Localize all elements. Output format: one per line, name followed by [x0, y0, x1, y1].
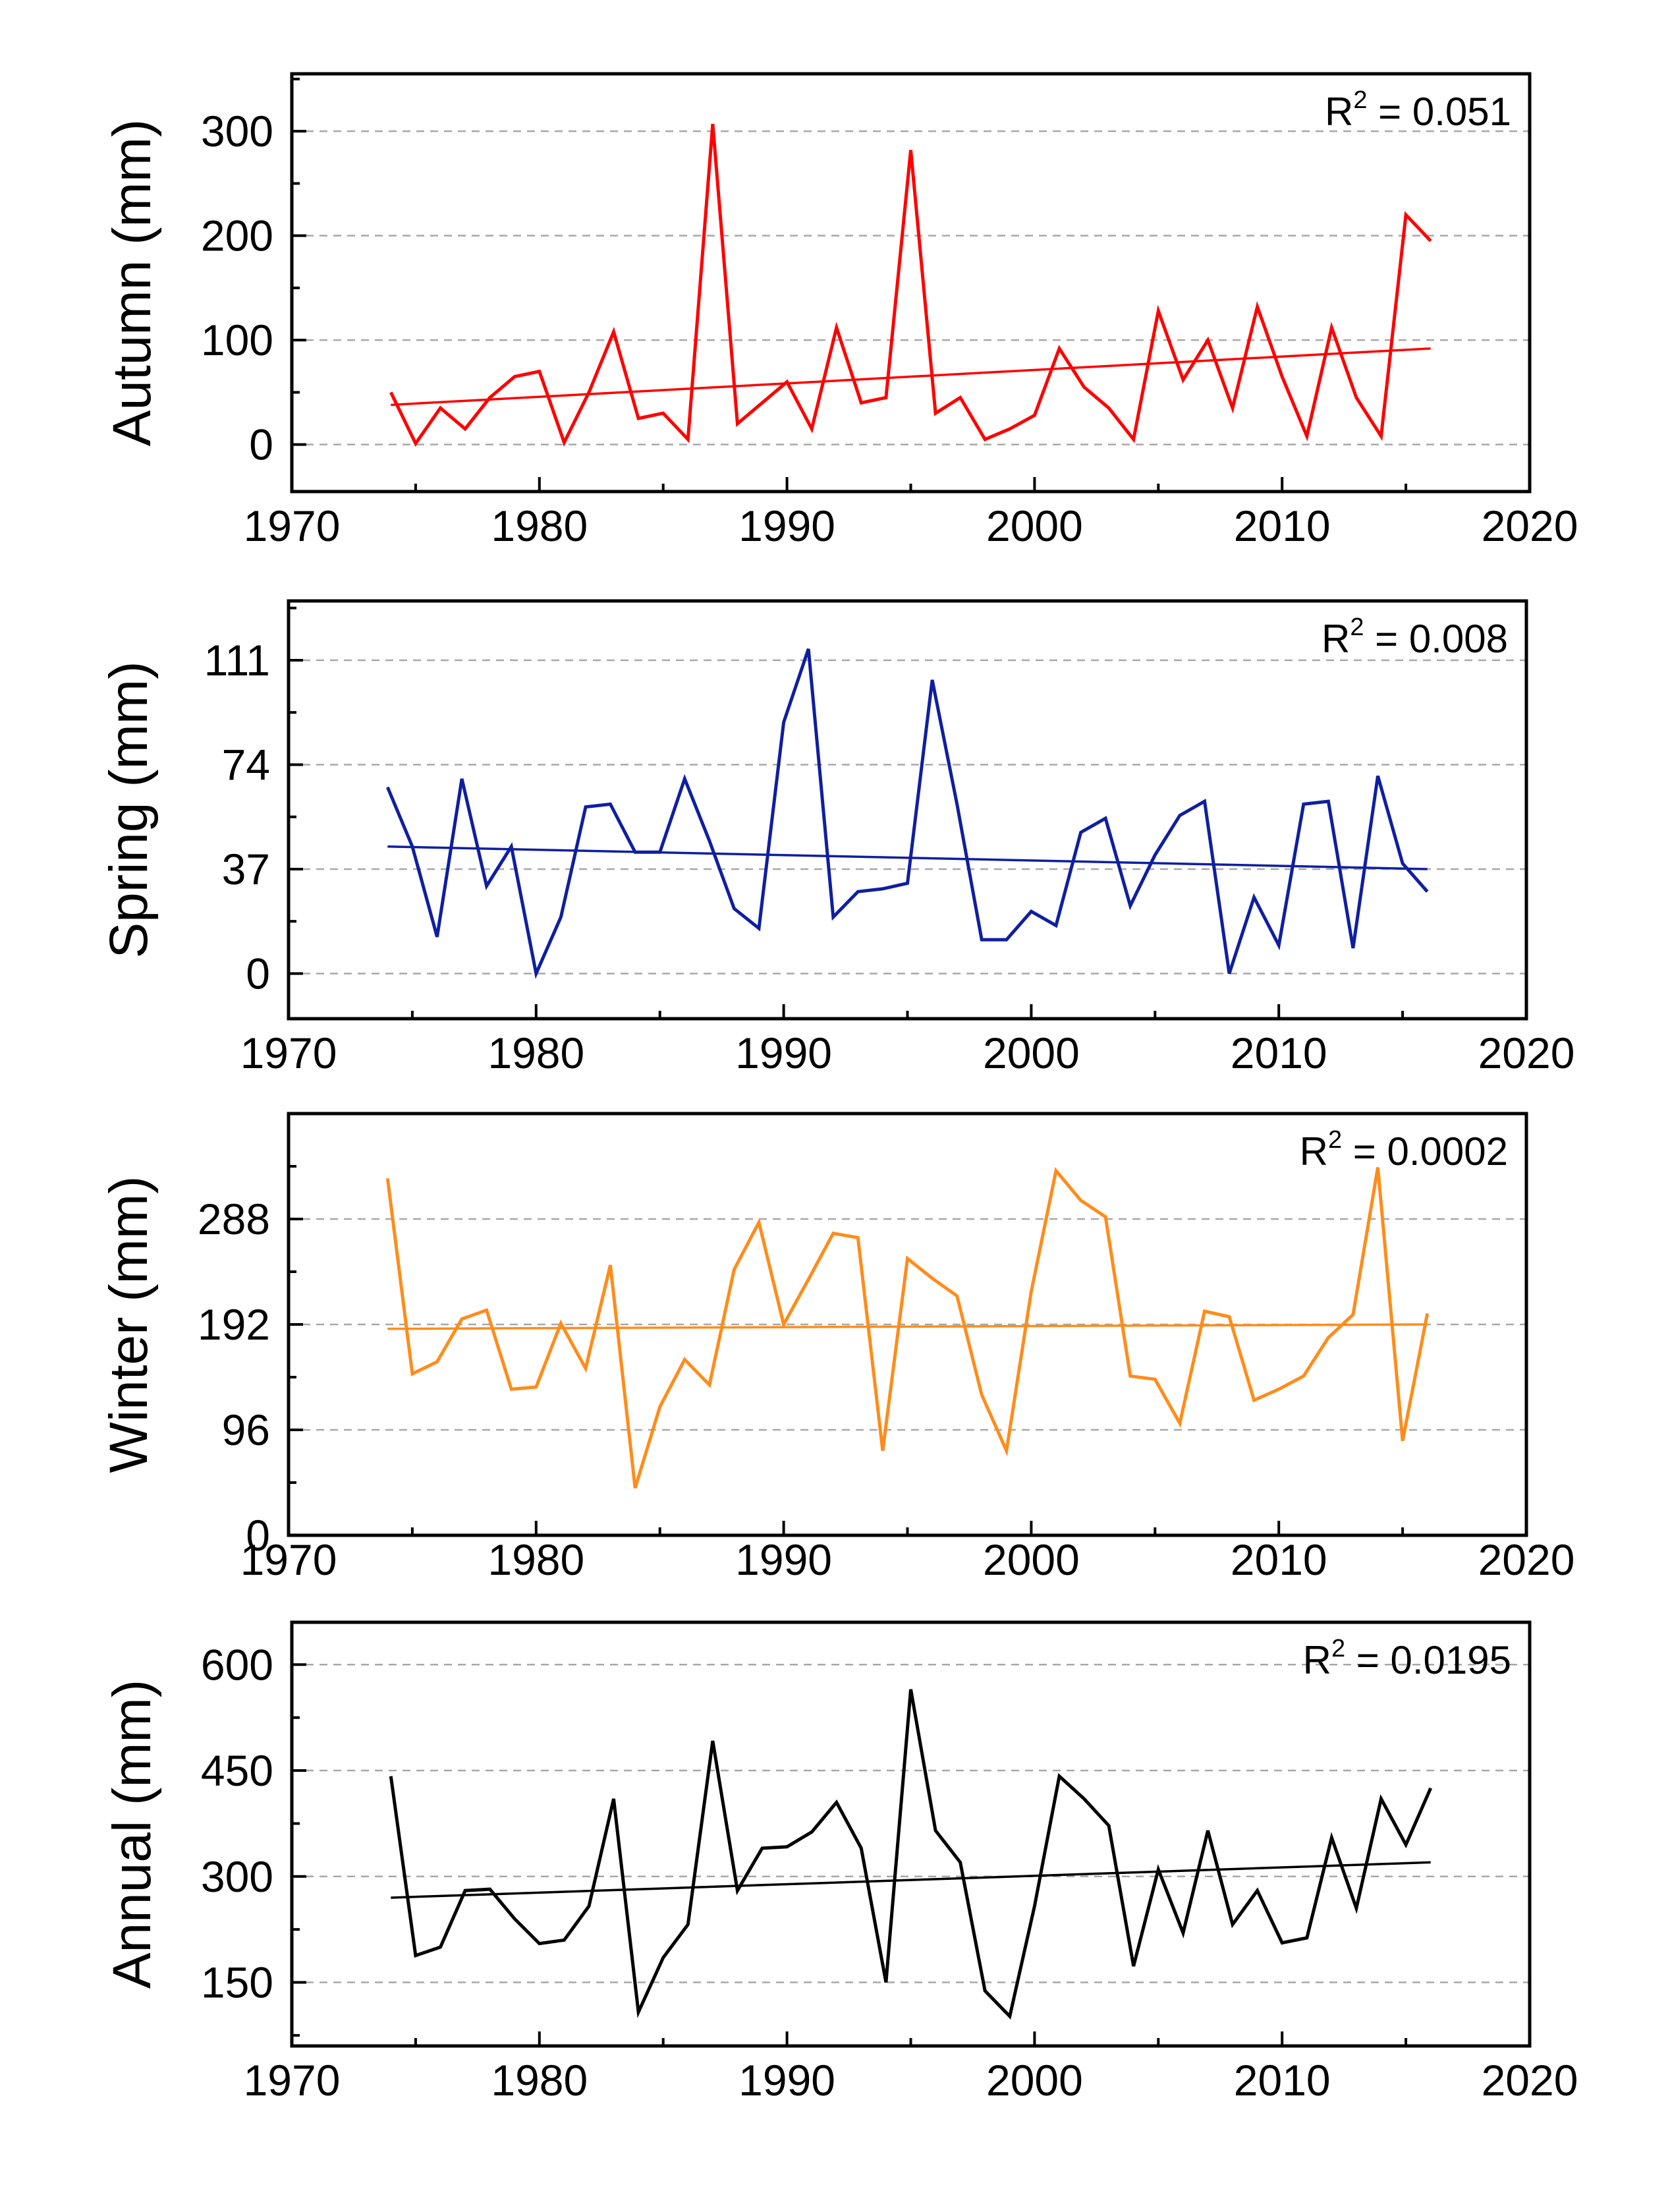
autumn-x-tick-label: 1980	[491, 501, 588, 550]
winter-y-tick-label: 192	[198, 1300, 270, 1349]
winter-x-tick-label: 1990	[735, 1535, 832, 1584]
spring-y-tick-label: 0	[246, 949, 270, 998]
annual-x-tick-label: 1980	[491, 2056, 588, 2105]
autumn-x-tick-label: 1970	[244, 501, 341, 550]
annual-y-tick-label: 600	[201, 1640, 273, 1689]
autumn-y-tick-label: 100	[201, 316, 273, 364]
annual-plot-frame	[290, 1620, 1532, 2048]
autumn-r-squared-label: R2 = 0.051	[1325, 86, 1511, 134]
winter-trend-line	[387, 1323, 1428, 1330]
autumn-x-tick-label: 2010	[1234, 501, 1331, 550]
annual-y-tick-label: 150	[201, 1958, 273, 2007]
annual-y-axis-label: Annual (mm)	[102, 1680, 162, 1989]
autumn-y-tick-label: 0	[249, 420, 273, 469]
spring-x-tick-label: 1980	[487, 1029, 584, 1077]
annual-y-tick-label: 300	[201, 1852, 273, 1901]
winter-x-tick-label: 2010	[1231, 1535, 1327, 1584]
winter-x-tick-label: 1970	[240, 1535, 337, 1584]
winter-y-tick-label: 96	[222, 1405, 270, 1454]
spring-x-tick-label: 1970	[240, 1029, 337, 1077]
winter-series-line	[385, 1167, 1430, 1489]
spring-x-tick-label: 2020	[1478, 1029, 1575, 1077]
spring-r-squared-label: R2 = 0.008	[1322, 613, 1508, 661]
panel-spring: 0 37 74 111 1970 1980 1990 2000 2010 2020 Spring (…	[99, 599, 1575, 1077]
spring-plot-frame	[287, 599, 1528, 1021]
spring-trend-line	[387, 845, 1428, 870]
annual-y-tick-label: 450	[201, 1746, 273, 1795]
spring-y-tick-label: 37	[222, 845, 270, 893]
winter-x-tick-label: 2020	[1478, 1535, 1575, 1584]
annual-series-line	[389, 1689, 1432, 2020]
winter-y-axis-label: Winter (mm)	[99, 1176, 159, 1473]
annual-x-tick-label: 2020	[1482, 2056, 1578, 2105]
winter-plot-frame	[287, 1112, 1528, 1537]
autumn-trend-line	[391, 347, 1431, 407]
autumn-plot-frame	[290, 72, 1532, 494]
winter-x-tick-label: 2000	[983, 1535, 1080, 1584]
spring-y-tick-label: 111	[204, 636, 270, 685]
annual-r-squared-label: R2 = 0.0195	[1303, 1635, 1511, 1682]
annual-x-tick-label: 2010	[1234, 2056, 1331, 2105]
autumn-x-tick-label: 2020	[1482, 501, 1578, 550]
winter-x-tick-label: 1980	[487, 1535, 584, 1584]
annual-x-tick-label: 2000	[986, 2056, 1083, 2105]
panel-winter: 0 96 192 288 1970 1980 1990 2000 2010 2020 Winter …	[99, 1112, 1575, 1584]
winter-y-tick-label: 0	[246, 1511, 270, 1560]
annual-trend-line	[391, 1861, 1431, 1899]
annual-x-tick-label: 1990	[738, 2056, 835, 2105]
spring-y-axis-label: Spring (mm)	[99, 661, 159, 958]
autumn-y-tick-label: 200	[201, 212, 273, 260]
autumn-series-line	[389, 123, 1432, 447]
winter-y-tick-label: 288	[198, 1195, 270, 1243]
panels: 0 100 200 300 1970 1980 1990 2000 2010 2020 Autumn…	[99, 72, 1578, 2105]
spring-y-tick-label: 74	[222, 740, 270, 789]
autumn-x-tick-label: 2000	[986, 501, 1083, 550]
autumn-x-tick-label: 1990	[738, 501, 835, 550]
spring-x-tick-label: 2010	[1231, 1029, 1327, 1077]
autumn-y-axis-label: Autumn (mm)	[102, 119, 162, 447]
autumn-y-tick-label: 300	[201, 107, 273, 156]
spring-x-tick-label: 2000	[983, 1029, 1080, 1077]
winter-r-squared-label: R2 = 0.0002	[1300, 1126, 1508, 1174]
annual-x-tick-label: 1970	[244, 2056, 341, 2105]
spring-series-line	[385, 648, 1429, 979]
panel-autumn: 0 100 200 300 1970 1980 1990 2000 2010 2020 Autumn…	[102, 72, 1578, 550]
spring-x-tick-label: 1990	[735, 1029, 832, 1077]
panel-annual: 150 300 450 600 1970 1980 1990 2000 2010 2020 Annu…	[102, 1620, 1578, 2105]
